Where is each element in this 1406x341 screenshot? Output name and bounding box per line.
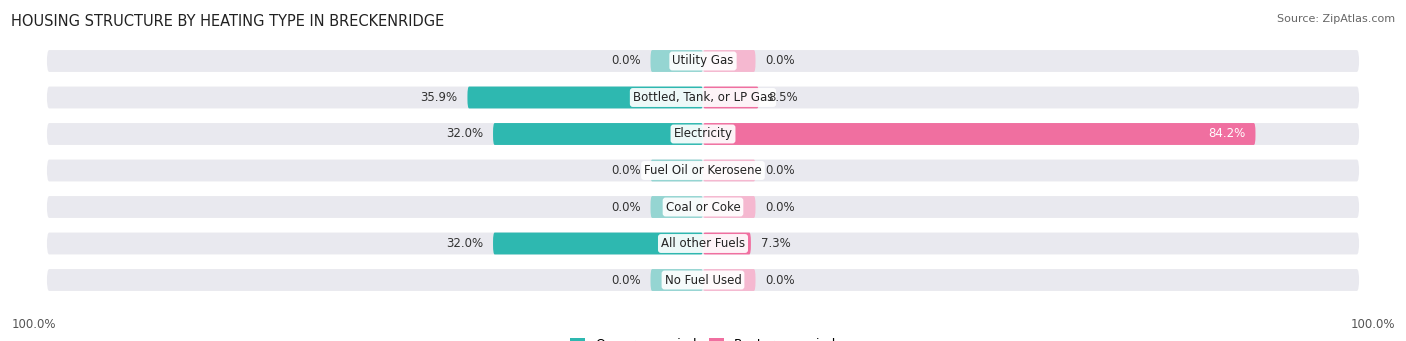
FancyBboxPatch shape [703, 269, 755, 291]
FancyBboxPatch shape [494, 123, 703, 145]
FancyBboxPatch shape [46, 269, 1360, 291]
Text: Bottled, Tank, or LP Gas: Bottled, Tank, or LP Gas [633, 91, 773, 104]
Text: Fuel Oil or Kerosene: Fuel Oil or Kerosene [644, 164, 762, 177]
Text: 100.0%: 100.0% [11, 318, 56, 331]
Text: 0.0%: 0.0% [612, 55, 641, 68]
Text: 0.0%: 0.0% [612, 201, 641, 213]
Text: 0.0%: 0.0% [765, 164, 794, 177]
Text: All other Fuels: All other Fuels [661, 237, 745, 250]
Text: 0.0%: 0.0% [765, 55, 794, 68]
FancyBboxPatch shape [46, 123, 1360, 145]
Text: 0.0%: 0.0% [765, 273, 794, 286]
Text: Electricity: Electricity [673, 128, 733, 140]
FancyBboxPatch shape [46, 160, 1360, 181]
Text: 0.0%: 0.0% [612, 164, 641, 177]
FancyBboxPatch shape [703, 233, 751, 254]
Text: 7.3%: 7.3% [761, 237, 790, 250]
Text: 0.0%: 0.0% [765, 201, 794, 213]
FancyBboxPatch shape [703, 160, 755, 181]
Text: HOUSING STRUCTURE BY HEATING TYPE IN BRECKENRIDGE: HOUSING STRUCTURE BY HEATING TYPE IN BRE… [11, 14, 444, 29]
FancyBboxPatch shape [651, 160, 703, 181]
FancyBboxPatch shape [467, 87, 703, 108]
FancyBboxPatch shape [703, 50, 755, 72]
FancyBboxPatch shape [46, 196, 1360, 218]
FancyBboxPatch shape [46, 233, 1360, 254]
FancyBboxPatch shape [651, 196, 703, 218]
Text: 0.0%: 0.0% [612, 273, 641, 286]
Text: Coal or Coke: Coal or Coke [665, 201, 741, 213]
FancyBboxPatch shape [703, 123, 1256, 145]
Text: Utility Gas: Utility Gas [672, 55, 734, 68]
Text: 32.0%: 32.0% [446, 237, 484, 250]
FancyBboxPatch shape [494, 233, 703, 254]
FancyBboxPatch shape [46, 87, 1360, 108]
FancyBboxPatch shape [703, 87, 759, 108]
FancyBboxPatch shape [46, 50, 1360, 72]
Legend: Owner-occupied, Renter-occupied: Owner-occupied, Renter-occupied [569, 338, 837, 341]
Text: 32.0%: 32.0% [446, 128, 484, 140]
Text: 84.2%: 84.2% [1208, 128, 1246, 140]
Text: 8.5%: 8.5% [769, 91, 799, 104]
Text: 35.9%: 35.9% [420, 91, 457, 104]
FancyBboxPatch shape [651, 50, 703, 72]
Text: Source: ZipAtlas.com: Source: ZipAtlas.com [1277, 14, 1395, 24]
FancyBboxPatch shape [703, 196, 755, 218]
Text: 100.0%: 100.0% [1350, 318, 1395, 331]
FancyBboxPatch shape [651, 269, 703, 291]
Text: No Fuel Used: No Fuel Used [665, 273, 741, 286]
